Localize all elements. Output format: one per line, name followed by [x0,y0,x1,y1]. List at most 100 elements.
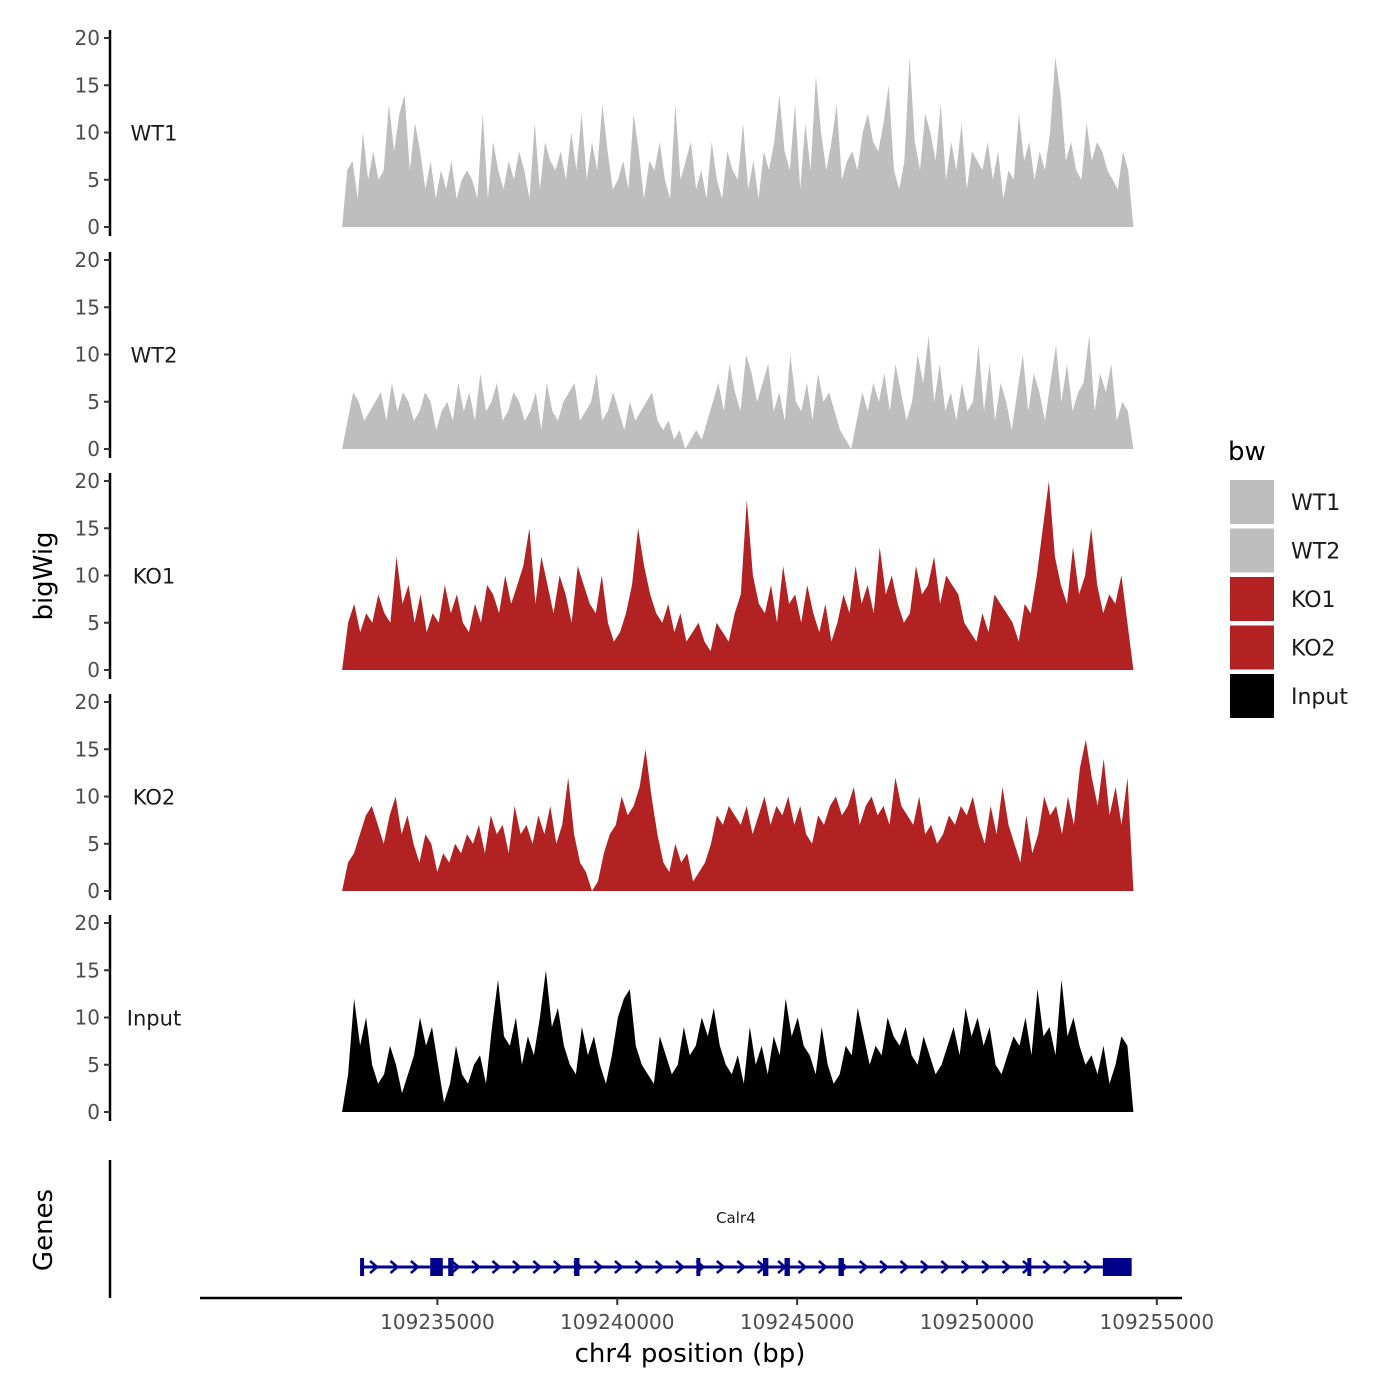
y-tick-label: 10 [75,564,100,588]
strand-arrow [960,1260,971,1274]
y-tick-label: 5 [87,390,100,414]
legend-key-wt2 [1230,528,1274,573]
y-tick-label: 0 [87,1100,100,1124]
y-tick-label: 15 [75,958,100,982]
y-tick-label: 0 [87,879,100,903]
y-tick-label: 20 [75,248,100,272]
y-tick-label: 0 [87,437,100,461]
y-tick-label: 10 [75,1006,100,1030]
strand-arrow [858,1260,869,1274]
exon [1102,1258,1132,1276]
legend-label: KO2 [1291,637,1336,662]
strand-arrow [634,1260,645,1274]
x-axis: 109235000 109240000 109245000 109250000 1092… [200,1296,1215,1334]
x-tick-label: 109245000 [740,1310,855,1334]
strand-arrow [369,1260,379,1274]
strand-arrow [654,1260,665,1274]
y-tick-label: 15 [75,73,100,97]
x-tick-label: 109255000 [1100,1310,1215,1334]
track-input: 0 5 10 15 20 Input [75,911,1134,1124]
legend-key-ko1 [1230,577,1274,621]
x-tick-label: 109240000 [560,1310,675,1334]
strand-arrow [1042,1260,1053,1274]
gene-track-title: Genes [29,1189,59,1271]
strand-arrow [1001,1260,1012,1274]
y-tick-label: 20 [75,469,100,493]
legend-label: KO1 [1291,588,1336,613]
strand-arrow [940,1260,951,1274]
track-label: WT2 [131,344,178,368]
strand-arrow [532,1260,543,1274]
y-tick-label: 5 [87,832,100,856]
y-axis-title: bigWig [29,531,59,620]
y-tick-label: 20 [75,911,100,935]
track-ko2: 0 5 10 15 20 KO2 [75,690,1134,903]
area-ko2 [342,739,1134,891]
strand-arrow [471,1260,481,1274]
legend-key-input [1230,674,1274,718]
y-tick-label: 10 [75,343,100,367]
strand-arrow [736,1260,747,1274]
gene-track: Calr4 [108,1160,1132,1298]
strand-arrow [675,1260,685,1274]
track-panels: 0 5 10 15 20 WT1 0 5 10 15 20 WT2 0 5 10 15 20 KO1 0 5 10 15 2… [75,26,1134,1124]
strand-arrow [512,1260,522,1274]
legend-key-ko2 [1230,625,1274,670]
legend-key-wt1 [1230,480,1274,524]
strand-arrow [614,1260,624,1274]
strand-arrow [389,1260,400,1274]
strand-arrow [491,1260,502,1274]
y-tick-label: 20 [75,26,100,50]
strand-arrow [818,1260,828,1274]
legend-title: bw [1228,437,1266,467]
legend-label: WT2 [1291,540,1340,565]
strand-arrow [899,1260,910,1274]
exon [574,1258,580,1276]
strand-arrow [879,1260,889,1274]
track-wt1: 0 5 10 15 20 WT1 [75,26,1134,239]
y-tick-label: 15 [75,737,100,761]
strand-arrow [716,1260,726,1274]
track-label: KO2 [133,786,176,810]
area-ko1 [342,481,1134,670]
legend-label: WT1 [1291,491,1340,516]
track-label: WT1 [131,122,178,146]
track-ko1: 0 5 10 15 20 KO1 [75,469,1134,682]
strand-arrow [797,1260,808,1274]
y-tick-label: 5 [87,611,100,635]
exon [762,1258,769,1276]
y-tick-label: 5 [87,1053,100,1077]
y-tick-label: 5 [87,168,100,192]
legend: bw WT1 WT2 KO1 KO2 Input [1228,437,1348,718]
x-tick-label: 109235000 [380,1310,495,1334]
strand-arrow [552,1260,563,1274]
track-label: KO1 [133,565,176,589]
area-wt2 [342,335,1134,449]
exon [838,1258,844,1276]
area-wt1 [342,56,1134,228]
y-tick-label: 0 [87,658,100,682]
y-tick-label: 15 [75,295,100,319]
exon [1027,1258,1032,1276]
y-tick-label: 15 [75,516,100,540]
y-tick-label: 0 [87,215,100,239]
exon [360,1258,365,1276]
y-tick-label: 10 [75,121,100,145]
exon [430,1258,443,1276]
strand-arrow [593,1260,604,1274]
strand-arrow [920,1260,930,1274]
exon [784,1258,790,1276]
strand-arrow [1062,1260,1073,1274]
strand-arrow [410,1260,420,1274]
x-axis-title: chr4 position (bp) [575,1339,806,1369]
y-tick-label: 10 [75,785,100,809]
legend-label: Input [1291,685,1348,710]
strand-arrow [1083,1260,1093,1274]
track-label: Input [127,1007,181,1031]
gene-name-label: Calr4 [716,1209,756,1227]
exon [448,1258,454,1276]
strand-arrow [450,1260,461,1274]
y-tick-label: 20 [75,690,100,714]
area-input [342,970,1134,1112]
